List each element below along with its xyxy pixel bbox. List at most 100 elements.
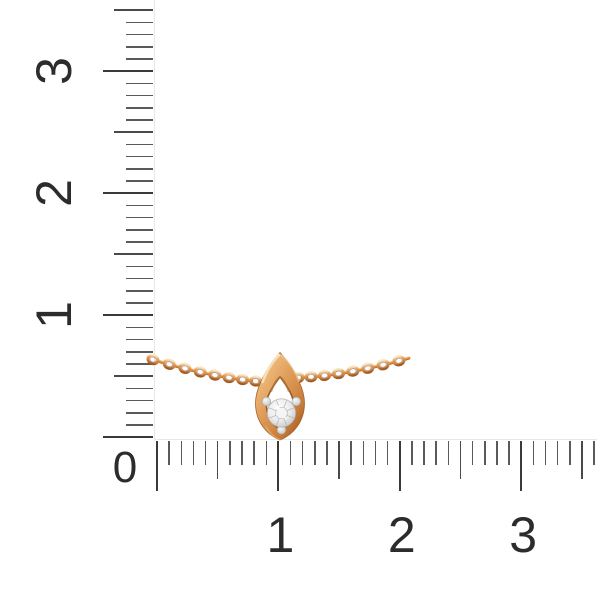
- diamond-facets: [268, 400, 295, 426]
- tick-mark: [126, 302, 153, 304]
- tick-mark: [126, 168, 153, 170]
- diamond-facet-line: [287, 407, 295, 411]
- tick-mark: [423, 441, 425, 465]
- tick-mark: [126, 424, 153, 426]
- ruler-number: 3: [509, 507, 538, 563]
- tick-mark: [241, 441, 243, 465]
- chain-link: [317, 369, 332, 382]
- ruler-number: 2: [387, 507, 416, 563]
- tick-mark: [126, 326, 153, 329]
- tick-mark: [569, 441, 571, 465]
- chain-link: [361, 362, 375, 374]
- tick-mark: [435, 441, 437, 465]
- tick-mark: [126, 155, 153, 158]
- tick-mark: [102, 314, 153, 317]
- chain-link: [236, 373, 250, 386]
- tick-mark: [126, 338, 153, 341]
- tick-mark: [126, 107, 153, 109]
- tick-mark: [126, 94, 153, 97]
- tick-mark: [156, 441, 158, 491]
- pendant-highlight-left: [261, 353, 281, 384]
- chain-link: [222, 371, 236, 384]
- tick-mark: [126, 229, 153, 231]
- tick-mark: [593, 441, 595, 465]
- tick-mark: [544, 441, 547, 465]
- ruler-number: 2: [26, 179, 82, 208]
- chain-link: [346, 365, 360, 377]
- chain-link: [178, 362, 192, 375]
- tick-mark: [484, 441, 486, 465]
- diamond-facet-line: [268, 415, 276, 419]
- pendant-bottom-sheen: [265, 426, 281, 441]
- tick-mark: [289, 441, 292, 465]
- tick-mark: [277, 441, 280, 491]
- chain-link: [331, 367, 346, 380]
- tick-mark: [350, 441, 352, 465]
- ruler-number: 1: [266, 507, 295, 563]
- tick-mark: [126, 143, 153, 146]
- tick-mark: [113, 9, 153, 11]
- tick-mark: [411, 441, 413, 465]
- ruler-number: 3: [26, 57, 82, 86]
- tick-mark: [192, 441, 195, 465]
- pendant-inner-shadow: [270, 376, 290, 392]
- diamond-facet-line: [283, 418, 288, 426]
- tick-mark: [253, 441, 255, 465]
- diamond-facet-line: [268, 407, 276, 411]
- tick-mark: [126, 363, 153, 365]
- diamond: [266, 398, 297, 428]
- diamond-glint: [284, 416, 287, 420]
- chain-link: [146, 353, 160, 366]
- tick-mark: [113, 375, 153, 377]
- tick-mark: [113, 253, 153, 255]
- ruler-number: 1: [26, 301, 82, 330]
- tick-mark: [229, 441, 231, 465]
- tick-mark: [374, 441, 377, 465]
- tick-mark: [126, 82, 153, 85]
- tick-mark: [338, 441, 340, 479]
- horizontal-ruler-edge: [153, 438, 597, 440]
- tick-mark: [386, 441, 389, 465]
- tick-mark: [126, 216, 153, 219]
- tick-mark: [581, 441, 583, 479]
- tick-mark: [471, 441, 474, 465]
- tick-mark: [204, 441, 207, 465]
- tick-mark: [398, 441, 401, 491]
- tick-mark: [102, 192, 153, 195]
- tick-mark: [447, 441, 450, 465]
- tick-mark: [126, 399, 153, 402]
- tick-mark: [556, 441, 559, 465]
- tick-mark: [126, 33, 153, 36]
- tick-mark: [301, 441, 304, 465]
- tick-mark: [126, 412, 153, 414]
- chain-link: [162, 358, 176, 370]
- tick-mark: [126, 265, 153, 268]
- tick-mark: [126, 58, 153, 60]
- tick-mark: [314, 441, 316, 465]
- chain: [146, 353, 411, 387]
- tick-mark: [508, 441, 510, 465]
- chain-link: [208, 369, 222, 381]
- tick-mark: [126, 119, 153, 121]
- tick-mark: [126, 277, 153, 280]
- diamond-facet-line: [275, 418, 280, 426]
- tick-mark: [520, 441, 523, 491]
- tick-mark: [216, 441, 219, 479]
- chain-link: [193, 366, 207, 378]
- tick-mark: [126, 387, 153, 390]
- tick-mark: [532, 441, 535, 465]
- tick-mark: [113, 131, 153, 133]
- tick-mark: [102, 436, 153, 439]
- tick-mark: [126, 290, 153, 292]
- vertical-ruler-edge: [153, 0, 156, 441]
- tick-mark: [168, 441, 170, 465]
- tick-mark: [496, 441, 498, 465]
- chain-link: [304, 371, 318, 383]
- ruler-zero-label: 0: [112, 443, 138, 492]
- prong: [261, 396, 272, 407]
- tick-mark: [126, 241, 153, 243]
- tick-mark: [180, 441, 183, 465]
- tick-mark: [126, 46, 153, 48]
